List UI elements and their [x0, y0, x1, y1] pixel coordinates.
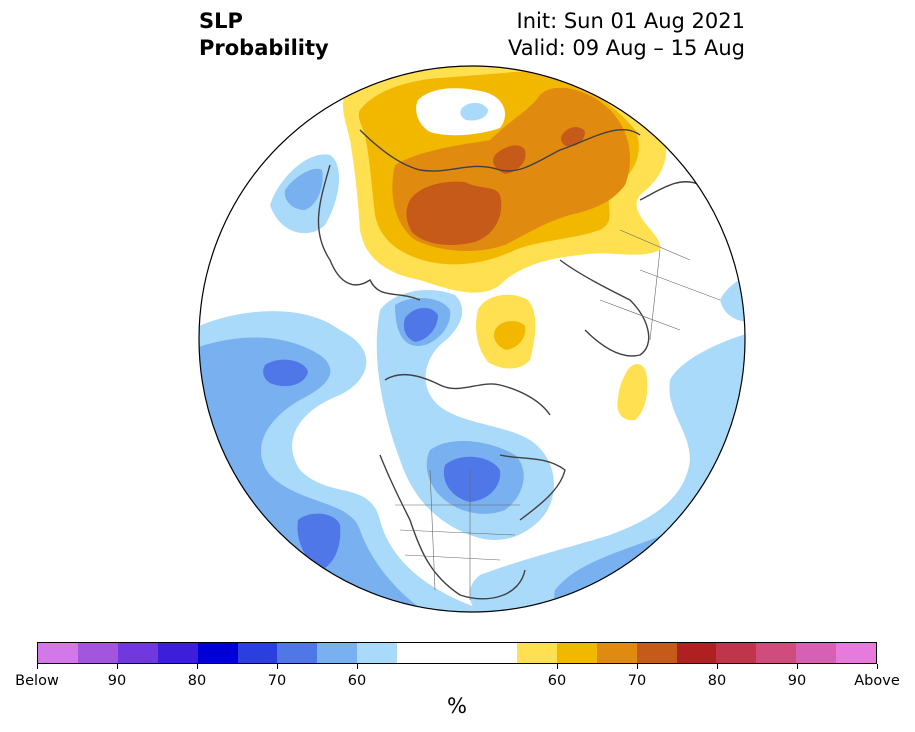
- colorbar-tick-label: 90: [107, 673, 127, 689]
- colorbar-bin: [716, 643, 757, 663]
- colorbar-tick-label: 80: [187, 673, 207, 689]
- map-title-right: Init: Sun 01 Aug 2021 Valid: 09 Aug – 15…: [508, 8, 745, 62]
- above-region-75-siberia: [493, 145, 526, 174]
- colorbar-tick: [117, 664, 118, 669]
- below-region-80-west2: [297, 513, 341, 570]
- colorbar-tick-label: Below: [15, 673, 59, 689]
- colorbar-tick: [637, 664, 638, 669]
- valid-label: Valid: 09 Aug – 15 Aug: [507, 36, 745, 60]
- colorbar-bin: [397, 643, 438, 663]
- variable-label: SLP: [199, 9, 243, 33]
- colorbar-bin: [516, 643, 557, 663]
- above-region-75-eurasia: [406, 181, 502, 245]
- colorbar-tick: [877, 664, 878, 669]
- init-label: Init: Sun 01 Aug 2021: [516, 9, 745, 33]
- below-region-60-ne: [720, 276, 745, 322]
- below-region-80-west1: [263, 359, 308, 387]
- colorbar: [37, 642, 877, 664]
- colorbar-bin: [476, 643, 517, 663]
- colorbar-bin: [796, 643, 837, 663]
- above-region-65-greenland: [494, 321, 526, 350]
- colorbar-tick-label: 60: [347, 673, 367, 689]
- below-region-60-pole2: [460, 102, 488, 121]
- probability-field: [199, 66, 745, 612]
- colorbar-bin: [437, 643, 477, 663]
- colorbar-tick: [277, 664, 278, 669]
- below-region-80-central: [403, 307, 438, 342]
- colorbar-tick: [197, 664, 198, 669]
- map-boundary: [198, 65, 746, 613]
- above-region-60-atlantic: [617, 364, 648, 421]
- colorbar-tick-label: 70: [267, 673, 287, 689]
- colorbar-tick: [717, 664, 718, 669]
- colorbar-bin: [197, 643, 238, 663]
- colorbar-tick-label: Above: [854, 673, 900, 689]
- colorbar-bin: [556, 643, 597, 663]
- colorbar-bin: [596, 643, 637, 663]
- map-title-left: SLP Probability: [199, 8, 329, 62]
- below-region-70-nw: [284, 168, 323, 210]
- product-label: Probability: [199, 36, 329, 60]
- borders: [395, 229, 721, 600]
- colorbar-bin: [357, 643, 398, 663]
- colorbar-bin: [77, 643, 118, 663]
- colorbar-tick: [357, 664, 358, 669]
- colorbar-tick-label: 90: [787, 673, 807, 689]
- colorbar-bin: [756, 643, 797, 663]
- polar-map: [198, 65, 746, 613]
- colorbar-bin: [38, 643, 78, 663]
- colorbar-tick: [37, 664, 38, 669]
- colorbar-bin: [836, 643, 877, 663]
- colorbar-bin: [317, 643, 358, 663]
- colorbar-bin: [157, 643, 198, 663]
- colorbar-bin: [117, 643, 158, 663]
- colorbar-tick-label: 80: [707, 673, 727, 689]
- colorbar-tick-label: 60: [547, 673, 567, 689]
- colorbar-tick-label: 70: [627, 673, 647, 689]
- colorbar-bin: [636, 643, 677, 663]
- colorbar-unit: %: [447, 694, 467, 718]
- colorbar-tick: [557, 664, 558, 669]
- colorbar-bin: [237, 643, 278, 663]
- colorbar-bin: [277, 643, 318, 663]
- colorbar-bin: [676, 643, 717, 663]
- above-region-75-siberia2: [561, 127, 585, 147]
- colorbar-tick: [797, 664, 798, 669]
- below-region-80-lakes: [443, 456, 501, 502]
